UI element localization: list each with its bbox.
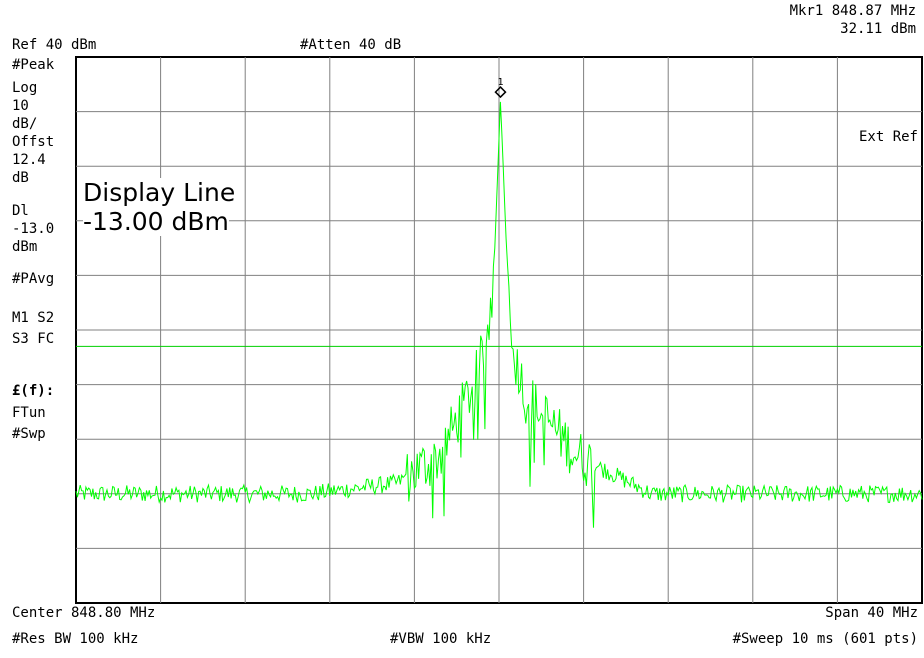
marker-diamond-icon	[494, 86, 507, 99]
offset-label: Offst	[12, 134, 55, 150]
sweep-time: #Sweep 10 ms (601 pts)	[732, 631, 918, 647]
span: Span 40 MHz	[825, 605, 918, 621]
reference-level: Ref 40 dBm	[12, 37, 97, 53]
offset-unit: dB	[12, 170, 29, 186]
center-frequency: Center 848.80 MHz	[12, 605, 156, 621]
scale-type: Log	[12, 80, 38, 96]
marker-1: 1	[494, 77, 507, 99]
display-line-box-value: -13.00 dBm	[83, 207, 229, 236]
spectrum-trace	[75, 101, 923, 528]
display-line-label: Dl	[12, 203, 29, 219]
video-bandwidth: #VBW 100 kHz	[390, 631, 492, 647]
function-label: £(f):	[12, 383, 55, 399]
marker-number-label: 1	[497, 77, 503, 88]
ext-ref-indicator: Ext Ref	[858, 129, 918, 145]
detector-mode: #Peak	[12, 57, 55, 73]
marker-amplitude-readout: 32.11 dBm	[840, 21, 916, 37]
display-line-unit: dBm	[12, 239, 38, 255]
resolution-bandwidth: #Res BW 100 kHz	[12, 631, 139, 647]
offset-value: 12.4	[12, 152, 46, 168]
ftun-label: FTun	[12, 405, 46, 421]
trace-mode-m1-s2: M1 S2	[12, 310, 55, 326]
display-line-title: Display Line	[83, 178, 236, 207]
marker-frequency-readout: Mkr1 848.87 MHz	[789, 3, 916, 19]
attenuation: #Atten 40 dB	[300, 37, 402, 53]
display-line-value: -13.0	[12, 221, 55, 237]
trace-mode-s3-fc: S3 FC	[12, 331, 55, 347]
sweep-mode: #Swp	[12, 426, 46, 442]
scale-value: 10	[12, 98, 29, 114]
scale-unit: dB/	[12, 116, 38, 132]
averaging-mode: #PAvg	[12, 271, 55, 287]
